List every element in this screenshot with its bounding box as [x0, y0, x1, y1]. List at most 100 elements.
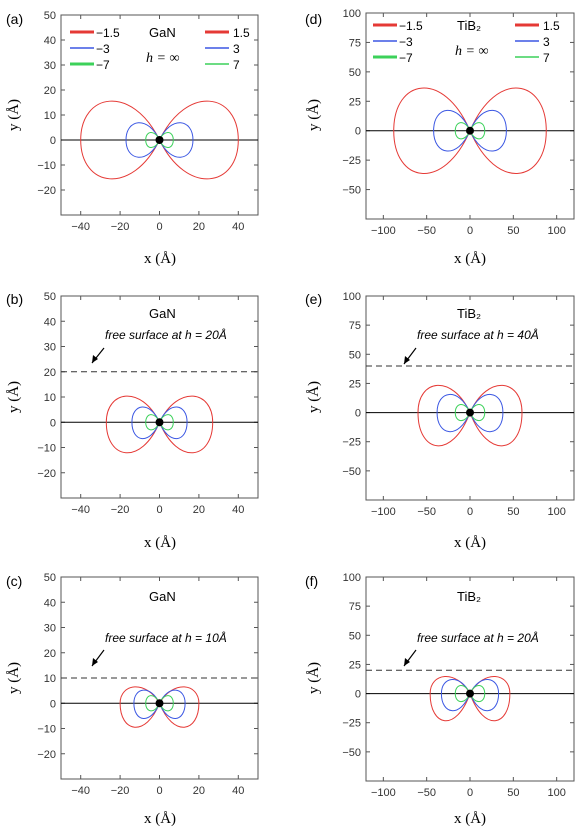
x-axis-label: x (Å) [454, 251, 486, 267]
y-tick-label: 10 [44, 392, 56, 404]
y-tick-label: −10 [37, 724, 56, 736]
x-tick-label: 40 [232, 221, 244, 233]
surface-note: free surface at h = 10Å [105, 630, 227, 645]
y-tick-label: −25 [342, 437, 361, 449]
surface-note: free surface at h = 40Å [417, 327, 539, 342]
contour-neg1_5-right [159, 395, 214, 454]
y-tick-label: 50 [44, 572, 56, 584]
y-tick-label: 75 [349, 601, 361, 613]
legend-label: −1.5 [96, 26, 120, 40]
contour-neg7-left [454, 685, 471, 703]
y-tick-label: 75 [349, 320, 361, 332]
x-tick-label: 100 [547, 506, 565, 518]
tick-group: −100 −50 0 50 100 −50 −25 0 25 50 75 100 [342, 8, 574, 237]
y-tick-label: −20 [37, 185, 56, 197]
material-label: TiB₂ [457, 18, 481, 33]
contour-neg3-left [436, 394, 471, 433]
panel-b: (b) −40 −20 0 20 40 −20 −10 0 10 20 30 40 50 GaN fre… [6, 291, 259, 551]
material-label: GaN [149, 306, 176, 321]
x-tick-label: 50 [507, 506, 519, 518]
contour-group [61, 677, 258, 728]
y-tick-label: 30 [44, 623, 56, 635]
y-tick-label: −10 [37, 443, 56, 455]
x-tick-label: −20 [111, 504, 130, 516]
y-tick-label: 40 [44, 316, 56, 328]
material-label: GaN [149, 589, 176, 604]
material-label: GaN [149, 25, 176, 40]
contour-neg7-right [469, 685, 486, 703]
y-tick-label: 20 [44, 367, 56, 379]
x-tick-label: −100 [371, 225, 396, 237]
contour-neg7-left [145, 695, 160, 712]
y-tick-label: 100 [343, 8, 361, 20]
panel-label: (b) [6, 291, 23, 307]
contour-neg1_5-right [469, 87, 547, 174]
panel-e: (e) −100 −50 0 50 100 −50 −25 0 25 50 75 100 TiB₂ f… [305, 291, 575, 551]
contour-neg3-left [433, 109, 471, 152]
legend-label: 1.5 [233, 26, 250, 40]
plot-frame [60, 14, 259, 216]
contour-neg1_5-left [80, 100, 160, 180]
y-tick-label: 50 [44, 10, 56, 22]
x-tick-label: 0 [156, 221, 162, 233]
y-tick-label: 10 [44, 673, 56, 685]
legend-label: −7 [399, 51, 413, 65]
contour-neg7-left [454, 122, 471, 140]
x-tick-label: −40 [71, 504, 90, 516]
x-tick-label: 20 [193, 785, 205, 797]
x-tick-label: 50 [507, 787, 519, 799]
x-tick-label: 0 [156, 504, 162, 516]
h-infinity-label: h = ∞ [146, 51, 179, 66]
x-tick-label: 20 [193, 504, 205, 516]
y-tick-label: −20 [37, 749, 56, 761]
contour-neg7-left [145, 414, 160, 431]
contour-group [61, 100, 258, 180]
contour-neg7-right [159, 414, 174, 431]
panel-a: (a) −40 −20 0 20 40 −20 −10 0 10 20 30 40 50 −1.5 −3… [6, 10, 259, 267]
contour-neg3-right [469, 109, 507, 152]
contour-group [366, 365, 574, 447]
contour-neg1_5-left [429, 676, 471, 722]
x-axis-label: x (Å) [144, 811, 176, 827]
contour-neg1_5-right [469, 384, 523, 447]
x-tick-label: −50 [417, 787, 436, 799]
y-tick-label: 0 [50, 698, 56, 710]
y-tick-label: −50 [342, 466, 361, 478]
x-tick-label: 100 [547, 787, 565, 799]
x-tick-label: 0 [467, 225, 473, 237]
contour-neg3-right [159, 406, 188, 440]
contour-neg7-right [469, 122, 486, 140]
y-tick-label: −25 [342, 155, 361, 167]
y-tick-label: −50 [342, 185, 361, 197]
contour-neg7-right [469, 404, 486, 422]
legend-label: 3 [543, 35, 550, 49]
arrow-head [92, 355, 98, 363]
x-axis-label: x (Å) [144, 251, 176, 267]
y-tick-label: 25 [349, 659, 361, 671]
panel-label: (c) [6, 573, 22, 589]
legend-label: −7 [96, 58, 110, 72]
contour-neg3-left [133, 689, 160, 719]
y-tick-label: 0 [50, 417, 56, 429]
y-axis-label: y (Å) [6, 99, 22, 131]
y-tick-label: 50 [349, 349, 361, 361]
x-tick-label: −20 [111, 221, 130, 233]
contour-neg7-left [145, 131, 160, 149]
panel-label: (d) [305, 11, 322, 27]
tick-group: −40 −20 0 20 40 −20 −10 0 10 20 30 40 50 [37, 10, 258, 233]
h-infinity-label: h = ∞ [455, 44, 488, 59]
tick-group: −100 −50 0 50 100 −50 −25 0 25 50 75 100 [342, 572, 574, 799]
x-tick-label: 40 [232, 785, 244, 797]
x-tick-label: 50 [507, 225, 519, 237]
y-tick-label: 10 [44, 110, 56, 122]
tick-group: −40 −20 0 20 40 −20 −10 0 10 20 30 40 50 [37, 291, 258, 516]
y-tick-label: 50 [44, 291, 56, 303]
x-axis-label: x (Å) [144, 535, 176, 551]
y-tick-label: 40 [44, 35, 56, 47]
contour-group [366, 87, 574, 174]
contour-group [366, 669, 574, 722]
x-tick-label: −50 [417, 506, 436, 518]
contour-neg3-right [159, 122, 194, 158]
y-tick-label: 0 [355, 126, 361, 138]
